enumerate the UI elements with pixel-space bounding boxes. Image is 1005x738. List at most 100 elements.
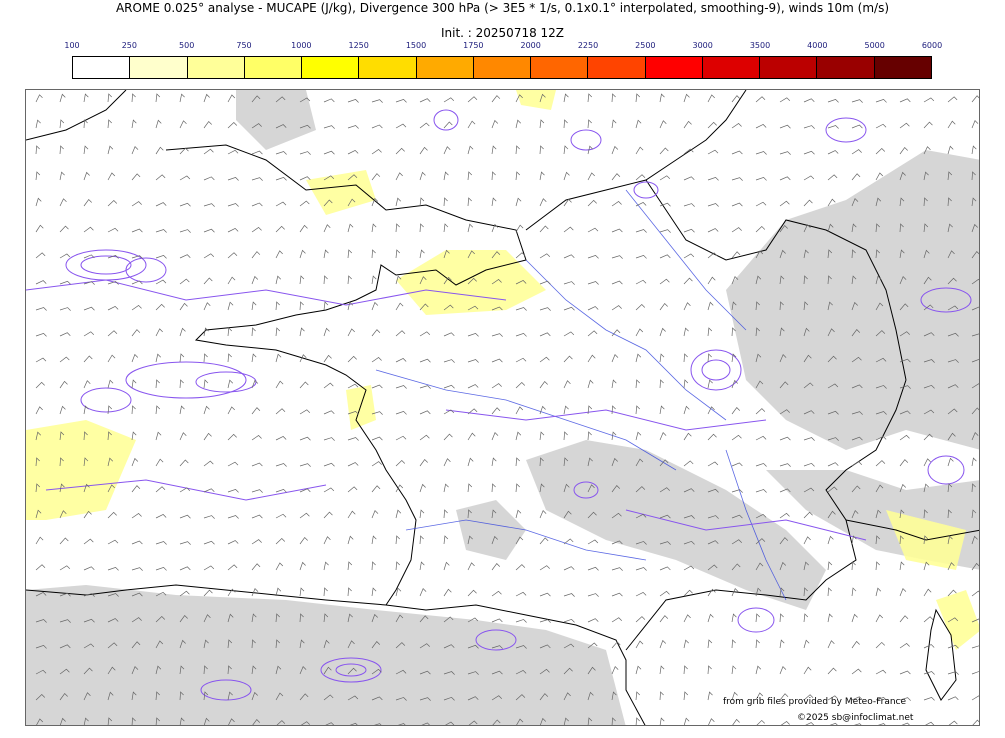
weather-map[interactable] [25,89,980,726]
wind-barb [491,509,497,519]
wind-barb [923,644,935,649]
wind-barb [275,176,287,181]
wind-barb [491,645,503,649]
wind-barb [443,171,449,181]
wind-barb [731,539,743,545]
wind-barb [611,228,623,233]
wind-barb [659,353,665,363]
wind-barb [131,145,139,155]
wind-barb [83,692,91,701]
wind-barb [779,613,784,623]
wind-barb [35,307,47,311]
wind-barb [899,483,907,493]
wind-barb [755,692,764,701]
wind-barb [251,327,256,337]
wind-barb [659,487,670,493]
wind-barb [563,306,575,311]
wind-barb [107,200,118,207]
wind-barb [203,176,215,181]
wind-barb [251,379,259,389]
wind-barb [611,93,616,103]
wind-barb [947,509,952,519]
wind-barb [83,618,95,623]
wind-barb [491,223,499,233]
wind-barb [371,356,382,363]
wind-barb [35,145,40,155]
wind-barb [107,255,119,259]
wind-barb [83,667,93,675]
wind-barb [875,197,882,207]
wind-barb [947,589,957,597]
wind-barb [899,98,911,103]
wind-barb [203,277,213,285]
wind-barb [827,198,836,207]
wind-barb [899,197,905,207]
wind-barb [827,695,839,701]
wind-barb [83,457,89,467]
wind-barb [851,275,857,285]
wind-barb [683,665,688,675]
wind-barb [659,379,664,389]
wind-barb [347,462,359,467]
wind-barb [131,353,139,363]
wind-barb [323,224,331,233]
wind-barb [299,693,309,701]
wind-barb [707,353,712,363]
wind-barb [35,119,41,129]
wind-barb [587,691,594,701]
wind-barb [59,171,65,181]
wind-barb [851,301,858,311]
wind-barb [467,509,472,519]
wind-barb [611,567,623,571]
wind-barb [683,460,694,467]
wind-barb [683,93,690,103]
wind-barb [371,613,378,623]
wind-barb [875,99,887,103]
wind-barb [635,229,647,233]
wind-barb [83,145,89,155]
wind-barb [899,509,905,519]
wind-barb [491,171,496,181]
wind-barb [587,593,599,597]
wind-barb [251,95,261,103]
wind-barb [851,461,863,467]
wind-barb [467,696,479,701]
wind-barb [467,359,479,363]
wind-barb [467,671,479,675]
wind-barb [491,383,502,389]
wind-barb [35,381,45,389]
wind-barb [875,249,880,259]
wind-barb [587,666,596,675]
wind-barb [515,406,524,415]
wind-barb [683,379,689,389]
wind-barb [179,202,191,207]
wind-barb [707,94,715,103]
wind-barb [395,223,400,233]
wind-barb [203,405,210,415]
wind-barb [251,691,258,701]
wind-barb [899,331,910,337]
wind-barb [971,306,979,311]
wind-barb [491,563,501,571]
wind-barb [923,433,933,441]
wind-barb [972,719,979,725]
wind-barb [203,327,209,337]
wind-barb [371,641,381,649]
wind-barb [347,328,355,337]
source-credit: from grib files provided by Meteo-France [723,697,907,707]
wind-barb [467,408,478,415]
wind-barb [83,306,95,311]
wind-barb [539,93,546,103]
wind-barb [611,617,623,623]
wind-barb [539,198,547,207]
wind-barb [419,410,431,415]
wind-barb [539,431,545,441]
wind-barb [251,665,257,675]
wind-barb [395,98,407,103]
colorbar-tick-label: 100 [64,41,80,50]
wind-barb [803,150,815,155]
wind-barb [203,691,209,701]
wind-barb [854,723,862,725]
colorbar-tick-label: 750 [236,41,252,50]
wind-barb [131,457,139,467]
